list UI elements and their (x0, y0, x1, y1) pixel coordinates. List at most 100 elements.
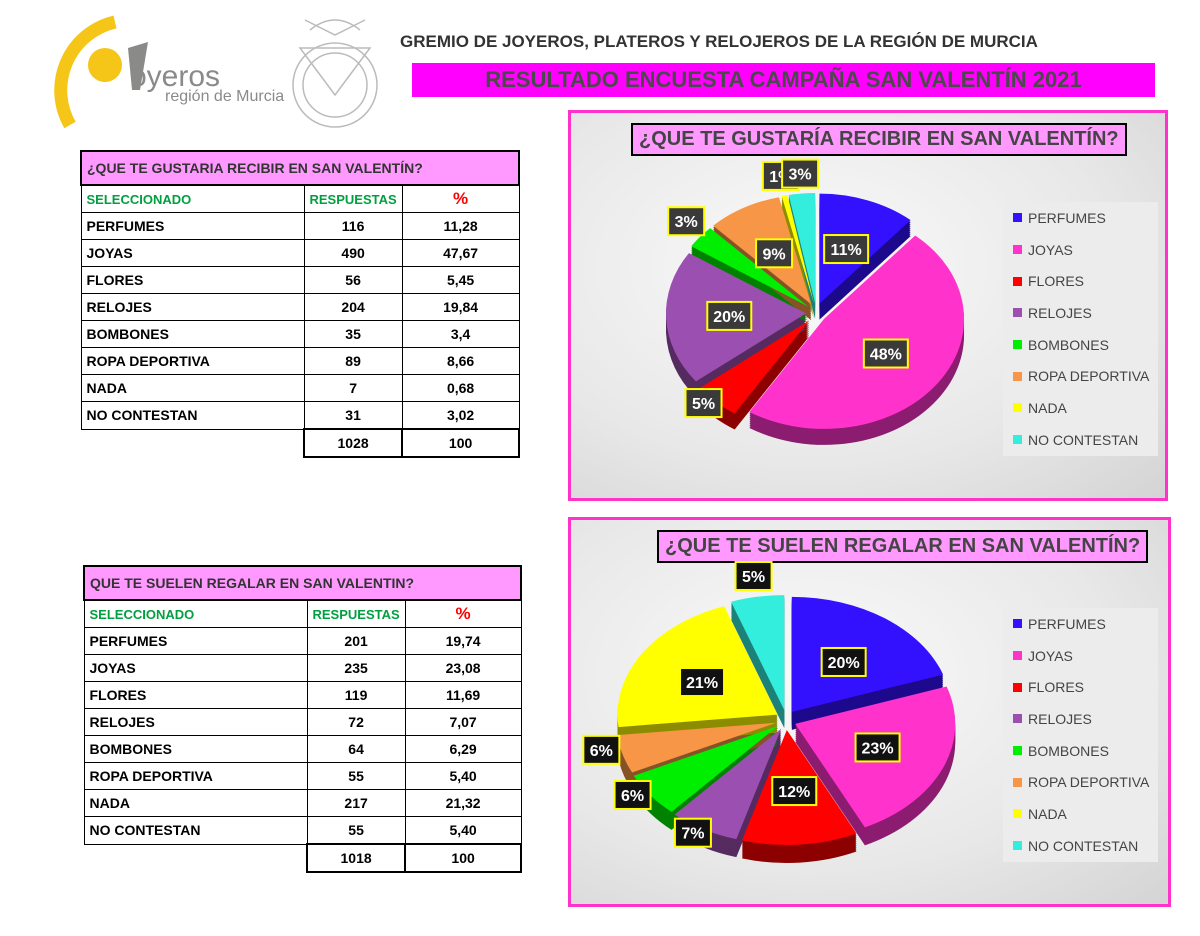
legend-item: FLORES (1003, 265, 1158, 297)
legend-label: PERFUMES (1028, 209, 1106, 226)
pie-slice-nada (617, 606, 778, 728)
legend-label: RELOJES (1028, 710, 1092, 727)
pie-slice-flores (699, 320, 810, 414)
row-label: RELOJES (80, 293, 305, 321)
pie-slice-side (781, 205, 814, 314)
data-label-box (820, 646, 867, 677)
data-label-box (706, 300, 753, 331)
legend-item: ROPA DEPORTIVA (1003, 360, 1158, 392)
logo-subtitle: región de Murcia (165, 88, 285, 105)
pie-slice-nada (781, 195, 814, 304)
table-row: PERFUMES 201 19,74 (83, 627, 522, 655)
data-label: 5% (734, 560, 773, 591)
legend-label: ROPA DEPORTIVA (1028, 774, 1150, 791)
row-percent: 19,74 (404, 627, 522, 655)
legend-swatch-icon (1013, 245, 1022, 255)
legend-swatch-icon (1013, 682, 1022, 692)
row-count: 55 (306, 762, 406, 790)
pie-slice-side (781, 203, 814, 312)
data-label: 48% (862, 338, 909, 369)
legend-swatch-icon (1013, 714, 1022, 724)
data-label: 5% (684, 388, 723, 419)
pie-slice-relojes (674, 728, 782, 840)
legend-swatch-icon (1013, 213, 1022, 223)
legend-item: FLORES (1003, 671, 1158, 703)
row-percent: 21,32 (404, 789, 522, 817)
table-row: FLORES 119 11,69 (83, 681, 522, 709)
legend-swatch-icon (1013, 619, 1022, 629)
row-label: PERFUMES (80, 212, 305, 240)
guild-seal-icon (292, 19, 378, 128)
data-label-text: 5% (742, 569, 765, 586)
total-count: 1018 (305, 843, 407, 873)
data-label: 20% (706, 300, 753, 331)
row-label: FLORES (83, 681, 308, 709)
chart-regalar: ¿QUE TE SUELEN REGALAR EN SAN VALENTÍN? … (568, 517, 1171, 907)
data-label-box (854, 732, 901, 763)
row-count: 55 (306, 816, 406, 845)
empty-cell (84, 844, 307, 872)
data-label: 3% (781, 158, 820, 189)
logo-text: oyeros (130, 60, 221, 93)
table-row: BOMBONES 35 3,4 (80, 320, 520, 348)
legend-item: RELOJES (1003, 703, 1158, 735)
table-row: ROPA DEPORTIVA 55 5,40 (83, 762, 522, 790)
table-row: FLORES 56 5,45 (80, 266, 520, 294)
table-recibir: ¿QUE TE GUSTARIA RECIBIR EN SAN VALENTÍN… (80, 150, 520, 458)
legend-item: ROPA DEPORTIVA (1003, 766, 1158, 798)
total-count: 1028 (302, 428, 404, 458)
legend-swatch-icon (1013, 746, 1022, 756)
data-label-box (755, 238, 794, 269)
legend-swatch-icon (1013, 340, 1022, 350)
row-label: RELOJES (83, 708, 308, 736)
legend-label: NADA (1028, 399, 1067, 416)
legend-swatch-icon (1013, 403, 1022, 413)
table-row: NADA 7 0,68 (80, 374, 520, 402)
total-percent: 100 (404, 843, 522, 873)
row-count: 72 (306, 708, 406, 736)
row-percent: 11,28 (401, 212, 520, 240)
chart-title: ¿QUE TE SUELEN REGALAR EN SAN VALENTÍN? (657, 530, 1149, 563)
data-label: 21% (679, 667, 726, 698)
empty-cell (81, 429, 304, 457)
row-count: 201 (306, 627, 406, 655)
row-count: 64 (306, 735, 406, 763)
row-percent: 5,40 (404, 762, 522, 790)
row-percent: 5,40 (404, 816, 522, 845)
data-label-text: 7% (681, 826, 704, 843)
row-label: BOMBONES (83, 735, 308, 763)
logo-mark (54, 15, 148, 129)
row-count: 89 (303, 347, 403, 375)
pie-slice-ropa-deportiva (617, 722, 777, 773)
row-percent: 0,68 (401, 374, 520, 402)
legend-swatch-icon (1013, 371, 1022, 381)
pie-chart: 20% 23% 12% 7% 6% 6% 21% 5% (582, 560, 956, 863)
row-label: NO CONTESTAN (80, 401, 305, 430)
data-label-text: 23% (862, 740, 894, 757)
data-label-box (667, 206, 706, 237)
row-count: 204 (303, 293, 403, 321)
total-percent: 100 (401, 428, 520, 458)
pie-slice-side (781, 201, 814, 310)
legend-item: BOMBONES (1003, 735, 1158, 767)
legend-label: FLORES (1028, 273, 1085, 290)
legend-label: BOMBONES (1028, 742, 1109, 759)
row-percent: 8,66 (401, 347, 520, 375)
pie-slice-joyas (749, 235, 965, 429)
legend-item: NADA (1003, 392, 1158, 424)
data-label: 7% (673, 817, 712, 848)
col-header: % (404, 599, 522, 628)
row-percent: 23,08 (404, 654, 522, 682)
col-header: SELECCIONADO (80, 184, 305, 213)
pie-slice-perfumes (791, 596, 944, 712)
legend-label: ROPA DEPORTIVA (1028, 368, 1150, 385)
legend-item: BOMBONES (1003, 329, 1158, 361)
legend-item: JOYAS (1003, 640, 1158, 672)
table-row: JOYAS 490 47,67 (80, 239, 520, 267)
data-label-box (684, 388, 723, 419)
table-row: ROPA DEPORTIVA 89 8,66 (80, 347, 520, 375)
data-label-box (734, 560, 773, 591)
data-label-text: 6% (621, 788, 644, 805)
legend-item: NADA (1003, 798, 1158, 830)
total-row: 1018 100 (84, 843, 522, 873)
